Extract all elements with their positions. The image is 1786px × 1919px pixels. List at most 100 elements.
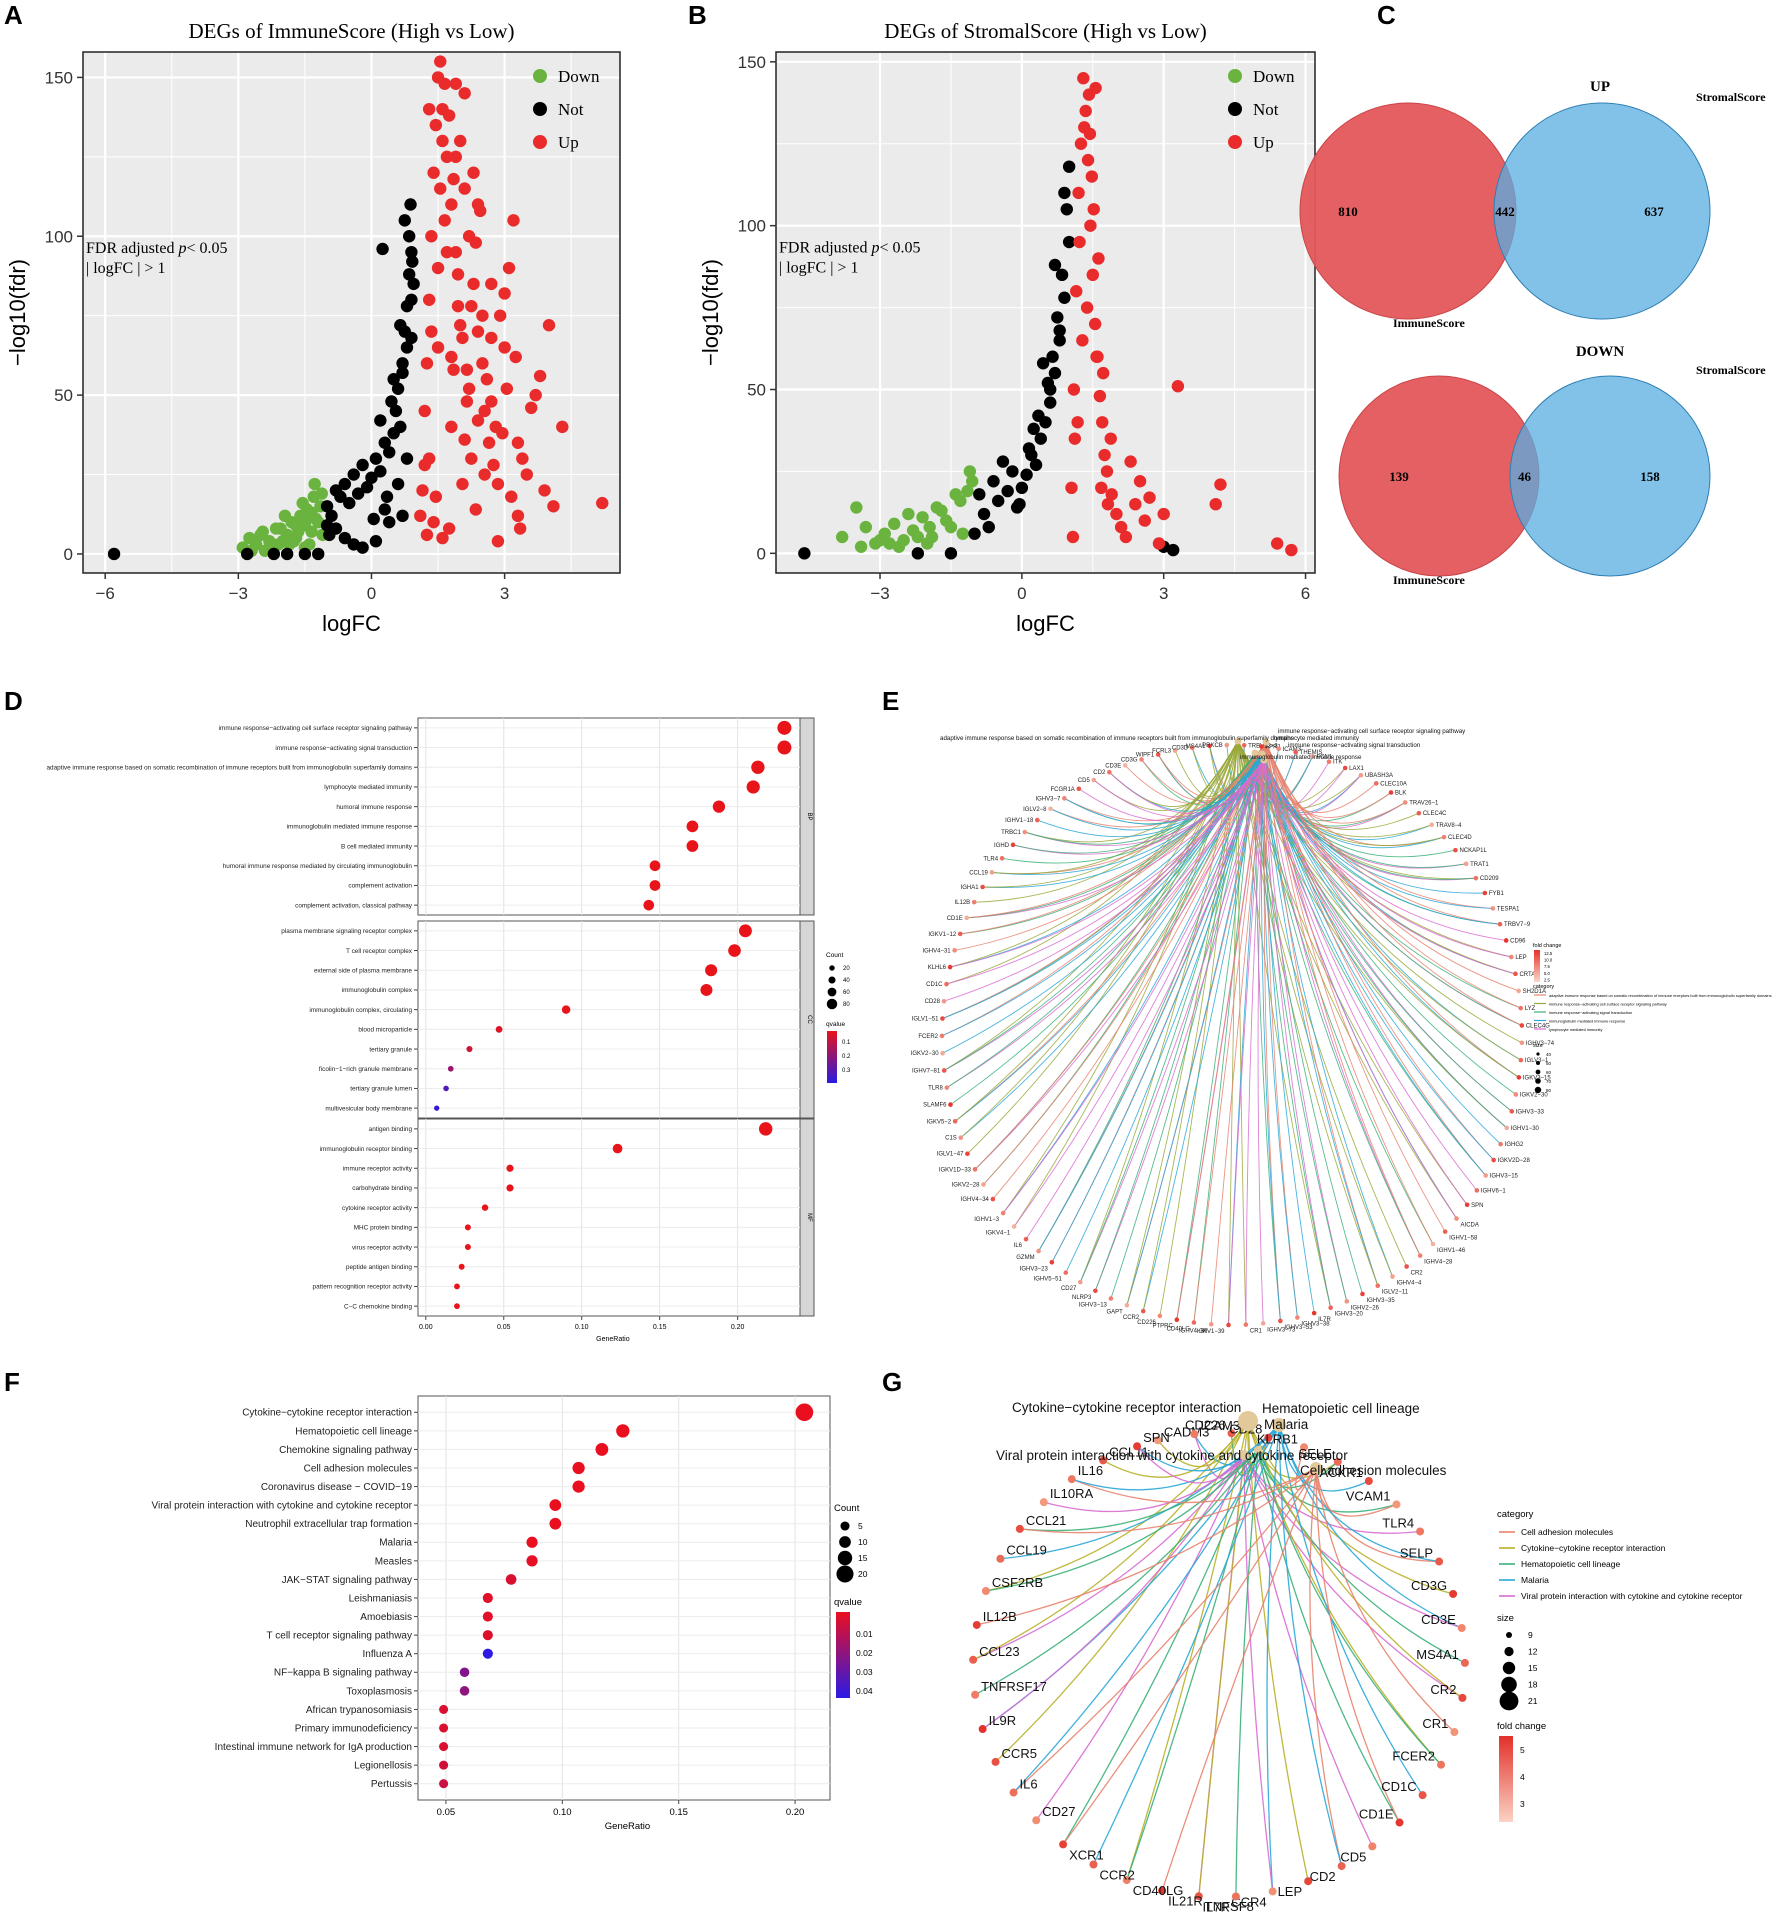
network-edge xyxy=(1136,1445,1245,1484)
venn-count-both: 46 xyxy=(1518,469,1532,484)
gene-node xyxy=(991,1757,1000,1766)
panel-label: G xyxy=(882,1367,902,1397)
point-up xyxy=(1081,153,1095,167)
point-down xyxy=(254,528,267,542)
gene-node xyxy=(1295,1315,1300,1320)
category-label: adaptive immune response based on somati… xyxy=(1549,993,1772,998)
term-label: MHC protein binding xyxy=(354,1225,413,1232)
point-not xyxy=(396,357,409,370)
gene-node xyxy=(1190,1430,1199,1439)
gene-node xyxy=(1099,1456,1108,1465)
gene-label: CD40LG xyxy=(1133,1883,1184,1898)
network-edge xyxy=(1243,1454,1463,1699)
gene-label: IGHV3−13 xyxy=(1079,1302,1108,1308)
gene-label: CD40LG xyxy=(1167,1326,1191,1332)
gene-node xyxy=(1108,1296,1114,1301)
term-label: Pertussis xyxy=(371,1779,412,1790)
network-edge xyxy=(992,741,1267,1200)
gene-label: IGHV1−30 xyxy=(1511,1126,1540,1132)
network-edge xyxy=(1228,740,1239,1326)
category-label: immune response−activating signal transd… xyxy=(1549,1010,1632,1015)
gene-node xyxy=(964,915,970,921)
chart-title: DEGs of StromalScore (High vs Low) xyxy=(884,19,1207,43)
plot-background xyxy=(83,52,620,573)
term-dot xyxy=(482,1630,493,1641)
term-dot xyxy=(439,1779,449,1789)
point-not xyxy=(343,496,356,510)
legend-size-label: 20 xyxy=(843,966,850,972)
point-down xyxy=(949,488,962,501)
network-edge xyxy=(1002,753,1263,1214)
gene-node xyxy=(1226,1322,1231,1328)
point-not xyxy=(396,366,409,380)
gene-node xyxy=(1392,1500,1401,1509)
term-label: peptide antigen binding xyxy=(346,1264,413,1271)
point-up xyxy=(1067,383,1081,396)
point-up xyxy=(507,214,520,227)
gene-label: IGHV3−7 xyxy=(1036,796,1062,802)
gene-node xyxy=(1059,1840,1068,1849)
legend-title: size xyxy=(1497,1613,1514,1624)
network-edge xyxy=(1228,759,1265,1326)
point-down xyxy=(956,527,969,540)
point-not xyxy=(1058,186,1071,200)
term-label: Hematopoietic cell lineage xyxy=(295,1426,412,1437)
x-tick-label: 0.05 xyxy=(437,1807,456,1818)
y-tick-label: 50 xyxy=(54,386,73,405)
gene-label: SELE xyxy=(1299,1446,1333,1461)
term-dot xyxy=(572,1461,585,1475)
size-label: 18 xyxy=(1528,1680,1538,1690)
point-up xyxy=(449,77,462,90)
gene-node xyxy=(971,899,977,905)
point-not xyxy=(320,519,334,532)
point-up xyxy=(425,325,438,338)
gene-node xyxy=(1337,1862,1346,1871)
gene-label: THEMIS xyxy=(1300,750,1323,756)
gene-node xyxy=(1519,1040,1525,1046)
y-tick-label: 100 xyxy=(45,227,73,246)
point-not xyxy=(338,531,352,545)
gene-node xyxy=(1437,1760,1446,1769)
point-up xyxy=(1114,520,1128,534)
point-not xyxy=(987,475,1000,488)
term-node xyxy=(1239,1450,1249,1460)
gene-node xyxy=(1458,1693,1467,1702)
term-dot xyxy=(439,1760,449,1770)
term-label: adaptive immune response based on somati… xyxy=(46,764,412,771)
term-label: lymphocyte mediated immunity xyxy=(324,784,413,791)
point-up xyxy=(485,395,498,408)
term-label: antigen binding xyxy=(369,1126,413,1133)
network-edge xyxy=(1198,1420,1249,1897)
network-edge xyxy=(1254,752,1363,1295)
point-not xyxy=(1044,383,1057,396)
point-up xyxy=(511,509,525,523)
gene-label: IGHV3−73 xyxy=(1267,1327,1296,1333)
point-up xyxy=(1086,268,1099,282)
gene-label: GAPT xyxy=(1107,1309,1124,1315)
point-up xyxy=(1138,514,1151,527)
point-not xyxy=(374,465,387,478)
point-up xyxy=(1096,416,1109,429)
gene-label: CR2 xyxy=(1411,1271,1424,1277)
point-up xyxy=(1087,203,1100,216)
gene-label: CCR5 xyxy=(1002,1746,1037,1761)
network-edge xyxy=(1247,1420,1463,1699)
point-up xyxy=(469,236,482,249)
point-up xyxy=(502,261,516,275)
gene-node xyxy=(1000,1210,1006,1216)
point-not xyxy=(365,471,378,484)
x-tick-label: −3 xyxy=(870,584,889,603)
gene-node xyxy=(1311,1310,1317,1316)
legend-color-label: 0.3 xyxy=(842,1068,851,1074)
network-edge xyxy=(946,740,1239,985)
point-down xyxy=(873,534,887,547)
x-tick-label: 0.20 xyxy=(731,1324,745,1331)
gene-label: IGHV1−58 xyxy=(1449,1236,1478,1242)
gene-label: CLEC4G xyxy=(1526,1023,1550,1029)
gene-node xyxy=(1503,938,1509,943)
term-label: immunoglobulin mediated immune response xyxy=(287,824,413,831)
point-up xyxy=(471,414,485,427)
legend-size-key xyxy=(840,1521,850,1531)
gene-label: IGLV3−1 xyxy=(1525,1058,1549,1064)
network-edge xyxy=(1265,741,1520,1078)
